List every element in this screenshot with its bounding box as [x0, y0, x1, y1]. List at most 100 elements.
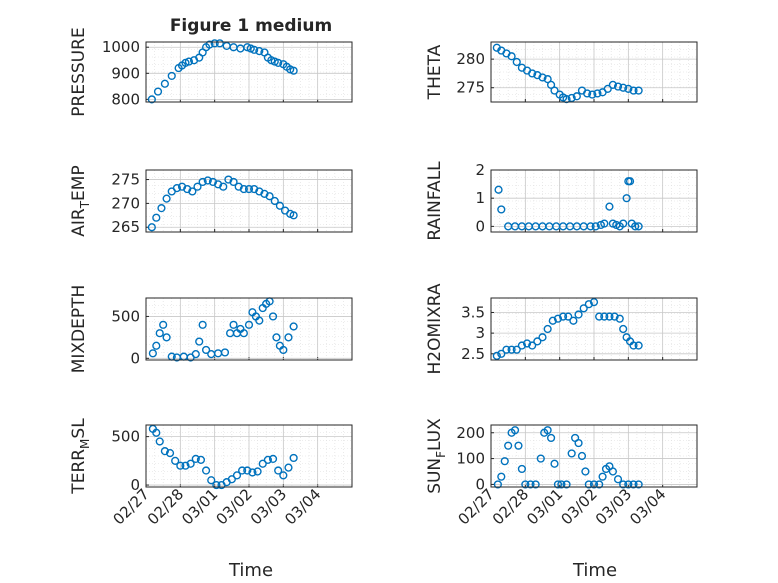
series-markers	[492, 43, 643, 104]
y-tick-label: 200	[456, 424, 485, 442]
series-markers	[492, 298, 643, 360]
subplot-rainfall: 0 1 2 RAINFALL	[425, 161, 698, 241]
data-point	[147, 95, 156, 104]
data-point	[268, 312, 278, 321]
y-axis-label: SUNFLUX	[425, 418, 448, 494]
data-point	[289, 211, 298, 220]
data-point	[176, 461, 185, 470]
y-axis-label: AIRTEMP	[69, 165, 92, 236]
y-axis: 265 270 275	[111, 171, 352, 236]
data-point	[263, 455, 272, 464]
axes-box	[490, 41, 698, 103]
data-point	[514, 441, 523, 450]
y-tick-label: 3	[475, 324, 485, 342]
data-point	[147, 223, 156, 232]
subplot-h2omixra: 2.5 3 3.5 H2OMIXRA	[425, 283, 698, 375]
data-point	[238, 466, 247, 475]
subplot-pressure: 800 900 1000 PRESSURE	[69, 27, 353, 117]
x-tick-label: 03/04	[281, 485, 324, 528]
data-point	[289, 322, 298, 331]
data-point	[193, 182, 202, 191]
x-axis	[145, 298, 319, 360]
x-axis-label-right: Time	[572, 560, 617, 581]
y-axis-label: RAINFALL	[425, 161, 445, 241]
data-point	[550, 86, 559, 95]
data-point	[546, 433, 556, 443]
data-point	[171, 456, 180, 465]
data-point	[564, 312, 573, 321]
data-point	[625, 177, 635, 186]
y-axis-label: PRESSURE	[69, 27, 89, 116]
x-tick-label: 03/03	[247, 485, 290, 528]
y-tick-label: 275	[111, 171, 140, 189]
y-axis: 0 500	[111, 428, 352, 494]
data-point	[598, 472, 607, 481]
data-point	[634, 86, 643, 95]
data-point	[634, 341, 643, 350]
data-point	[548, 316, 557, 325]
data-point	[622, 194, 631, 203]
y-tick-label: 1000	[102, 38, 140, 56]
data-point	[517, 341, 527, 350]
data-point	[244, 184, 254, 194]
data-point	[595, 480, 604, 489]
y-tick-label: 800	[111, 90, 140, 108]
y-tick-label: 0	[130, 476, 140, 494]
data-point	[268, 454, 278, 464]
data-point	[553, 480, 563, 489]
data-point	[186, 459, 195, 468]
data-point	[546, 80, 556, 89]
data-point	[500, 457, 509, 466]
data-point	[248, 468, 257, 477]
data-point	[512, 57, 521, 67]
data-point	[613, 475, 623, 484]
data-point	[198, 177, 207, 187]
y-tick-label: 900	[111, 64, 140, 82]
data-point	[605, 202, 614, 211]
axes-box	[145, 41, 353, 103]
y-axis: 2.5 3 3.5	[461, 303, 697, 363]
data-point	[589, 480, 599, 489]
data-point	[550, 459, 559, 468]
subplot-terr-msl: 0500TERRMSL02/2702/2803/0103/0203/0303/0…	[69, 418, 353, 528]
x-tick-label: 02/28	[489, 485, 532, 528]
data-point	[553, 314, 563, 323]
x-axis-label-left: Time	[228, 560, 273, 581]
data-point	[191, 454, 200, 464]
data-point	[624, 84, 633, 93]
data-point	[181, 461, 190, 470]
y-tick-label: 1	[475, 189, 485, 207]
data-point	[258, 459, 267, 468]
data-point	[504, 441, 513, 450]
x-tick-label: 03/02	[213, 485, 256, 528]
data-point	[284, 333, 293, 342]
data-point	[152, 213, 161, 222]
axes-box	[145, 169, 353, 233]
figure-title: Figure 1 medium	[170, 16, 332, 36]
data-point	[526, 480, 535, 489]
data-point	[239, 184, 248, 194]
data-point	[510, 426, 520, 435]
axes-box	[490, 169, 698, 233]
data-point	[253, 467, 262, 476]
x-tick-label: 03/02	[558, 485, 601, 528]
series-markers	[493, 426, 643, 489]
subplot-air-temp: 265 270 275 AIRTEMP	[69, 165, 353, 237]
y-tick-label: 265	[111, 218, 140, 236]
data-point	[605, 312, 614, 321]
data-point	[219, 182, 228, 191]
data-point	[152, 428, 161, 437]
data-point	[569, 316, 578, 325]
data-point	[201, 466, 211, 475]
data-point	[255, 316, 264, 325]
data-point	[167, 71, 176, 81]
data-point	[502, 345, 511, 354]
data-point	[579, 304, 588, 313]
data-point	[589, 298, 599, 307]
data-point	[522, 339, 532, 348]
data-point	[207, 476, 216, 485]
axes-box	[490, 424, 698, 488]
y-axis-label: H2OMIXRA	[425, 283, 445, 374]
data-point	[613, 82, 623, 91]
data-point	[584, 300, 593, 309]
